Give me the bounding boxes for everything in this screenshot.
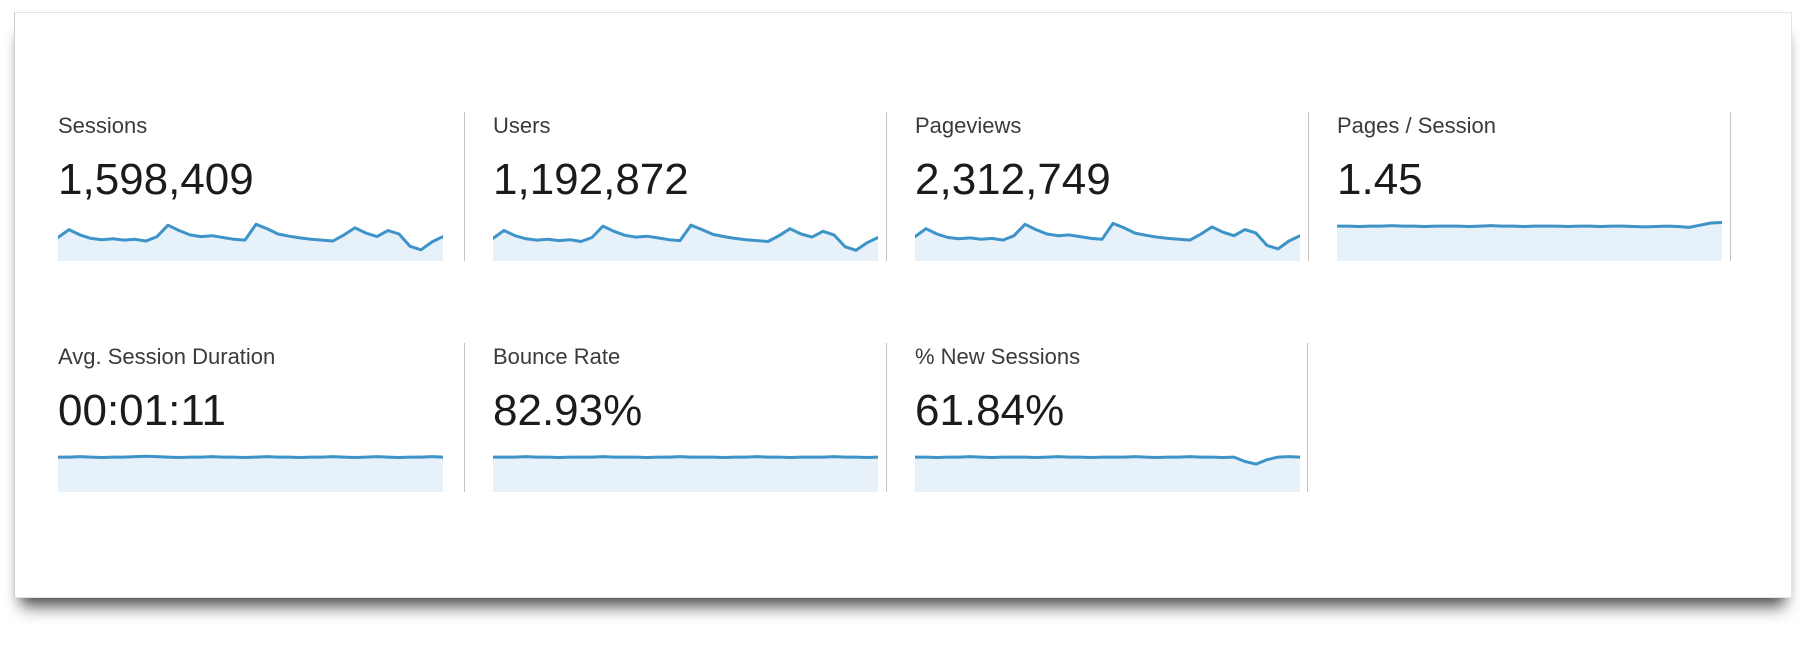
percent-new-sessions-sparkline-chart (913, 444, 1302, 492)
metric-value: 00:01:11 (58, 386, 227, 435)
metric-card-users[interactable]: Users 1,192,872 (465, 112, 887, 261)
metric-value: 1,598,409 (58, 155, 254, 204)
metric-label: Pageviews (915, 113, 1022, 138)
metric-value: 1,192,872 (493, 155, 689, 204)
metrics-row-2: Avg. Session Duration 00:01:11 Bounce Ra… (56, 343, 1791, 492)
metric-label: Users (493, 113, 551, 138)
metric-value: 1.45 (1337, 155, 1423, 204)
metric-label: Sessions (58, 113, 148, 138)
metric-label: Avg. Session Duration (58, 344, 276, 369)
metric-card-sessions[interactable]: Sessions 1,598,409 (56, 112, 465, 261)
bounce-rate-sparkline-chart (491, 444, 880, 492)
pages-per-session-sparkline-chart (1335, 213, 1724, 261)
metric-card-avg-session-duration[interactable]: Avg. Session Duration 00:01:11 (56, 343, 465, 492)
metric-card-percent-new-sessions[interactable]: % New Sessions 61.84% (887, 343, 1308, 492)
metric-value: 61.84% (915, 386, 1065, 435)
metric-value: 82.93% (493, 386, 643, 435)
sessions-sparkline-chart (56, 213, 445, 261)
pageviews-sparkline-chart (913, 213, 1302, 261)
users-sparkline-chart (491, 213, 880, 261)
metric-label: % New Sessions (915, 344, 1081, 369)
metric-card-bounce-rate[interactable]: Bounce Rate 82.93% (465, 343, 887, 492)
metric-card-pageviews[interactable]: Pageviews 2,312,749 (887, 112, 1309, 261)
metric-card-pages-per-session[interactable]: Pages / Session 1.45 (1309, 112, 1731, 261)
metrics-panel: Sessions 1,598,409 Users 1,192,872 Pagev… (14, 12, 1792, 598)
metric-value: 2,312,749 (915, 155, 1111, 204)
avg-session-duration-sparkline-chart (56, 444, 445, 492)
metric-label: Pages / Session (1337, 113, 1496, 138)
metric-label: Bounce Rate (493, 344, 621, 369)
metrics-row-1: Sessions 1,598,409 Users 1,192,872 Pagev… (56, 112, 1791, 261)
